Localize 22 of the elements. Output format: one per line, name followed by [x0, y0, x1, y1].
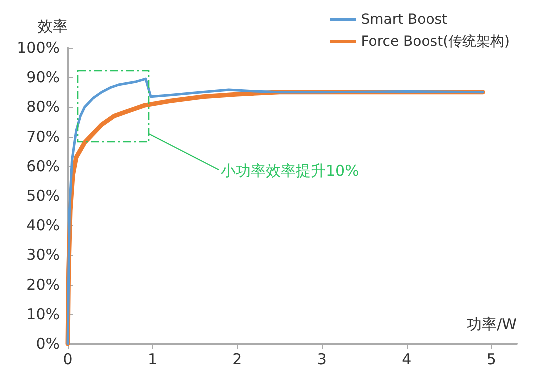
x-tick-label: 5 [486, 350, 496, 368]
y-tick-label: 90% [26, 68, 60, 87]
y-tick-label: 10% [26, 305, 60, 324]
y-tick-label: 100% [17, 39, 60, 57]
x-tick-label: 1 [148, 350, 158, 368]
annotation: 小功率效率提升10% [221, 162, 360, 180]
y-tick-label: 20% [26, 276, 60, 294]
y-tick-label: 0% [36, 335, 60, 353]
y-tick-label: 70% [26, 128, 60, 146]
legend-label: Smart Boost [361, 12, 448, 28]
x-tick-label: 2 [232, 350, 242, 368]
legend-label: Force Boost(传统架构) [361, 34, 510, 50]
x-axis-title: 功率/W [467, 316, 518, 334]
y-tick-label: 40% [26, 216, 60, 235]
x-tick-label: 4 [402, 350, 412, 368]
y-tick-label: 50% [26, 187, 60, 205]
x-tick-label: 0 [63, 350, 73, 368]
y-axis-title: 效率 [38, 18, 68, 36]
x-tick-label: 3 [317, 350, 327, 368]
y-tick-label: 30% [26, 246, 60, 264]
y-tick-label: 80% [26, 98, 60, 116]
y-tick-label: 60% [26, 157, 60, 176]
